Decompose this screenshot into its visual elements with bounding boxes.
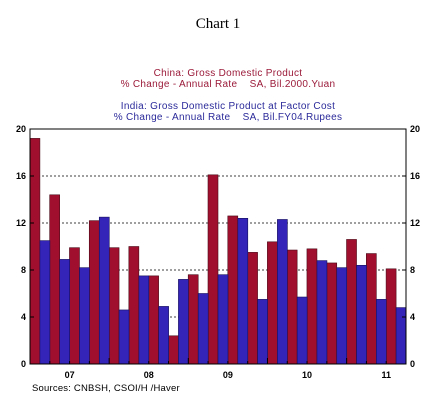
bar-china [306,248,318,365]
bar-china [385,268,397,365]
y-tick-label-right: 16 [410,171,420,181]
x-tick-label: 07 [65,370,75,380]
bar-india [59,259,70,365]
bar-china [366,253,377,365]
y-tick-label-right: 20 [410,124,420,134]
bar-china [88,220,100,365]
y-tick-label-right: 8 [410,265,415,275]
bar-india [39,240,51,365]
bar-china [49,194,60,365]
bar-india [376,299,387,365]
bar-india [395,307,407,365]
chart-title: Chart 1 [195,16,241,32]
y-tick-label-left: 8 [21,265,26,275]
bar-india [217,274,229,365]
bar-india [98,216,110,365]
y-tick-label-left: 20 [16,124,26,134]
y-tick-label-left: 12 [16,218,26,228]
bar-india [158,306,169,365]
y-tick-label-right: 0 [410,359,415,369]
bar-india [237,218,249,365]
bar-india [138,275,150,365]
bar-china [187,274,199,365]
y-tick-label-left: 0 [21,359,26,369]
bar-china [346,239,357,365]
bar-india [296,296,308,365]
legend-china-title: China: Gross Domestic Product [153,68,303,79]
bar-china [168,335,179,365]
y-tick-label-left: 4 [21,312,26,322]
bar-india [356,264,367,365]
bar-china [108,247,120,365]
bar-china [207,174,219,365]
x-tick-label: 09 [223,370,233,380]
legend-india-units: % Change - Annual Rate SA, Bil.FY04.Rupe… [113,112,343,123]
bar-china [286,249,298,365]
bar-china [227,215,239,365]
y-tick-label-right: 4 [410,312,415,322]
bar-china [128,246,140,365]
bar-china [69,247,80,365]
bar-india [118,309,130,365]
legend-china-units: % Change - Annual Rate SA, Bil.2000.Yuan [120,79,336,90]
y-tick-label-right: 12 [410,218,420,228]
bar-india [257,299,268,365]
bar-india [178,279,189,365]
bar-india [336,267,348,365]
bar-china [29,138,41,365]
bar-india [197,293,209,365]
plot-frame [29,128,407,365]
x-tick-label: 10 [302,370,312,380]
source-note: Sources: CNBSH, CSOI/H /Haver [32,383,180,394]
x-tick-label: 11 [381,370,391,380]
bar-india [79,267,90,365]
bar-china [247,252,258,365]
axes: 0 0 4 4 8 8 12 12 16 16 20 20 07 08 09 10 11 [16,124,420,380]
bar-china [267,241,278,365]
bar-china [326,262,338,365]
bars [29,138,407,365]
legend-india-title: India: Gross Domestic Product at Factor … [120,101,336,112]
bar-india [277,219,288,365]
bar-india [316,260,328,365]
y-tick-label-left: 16 [16,171,26,181]
x-tick-label: 08 [144,370,154,380]
bar-china [148,275,159,365]
